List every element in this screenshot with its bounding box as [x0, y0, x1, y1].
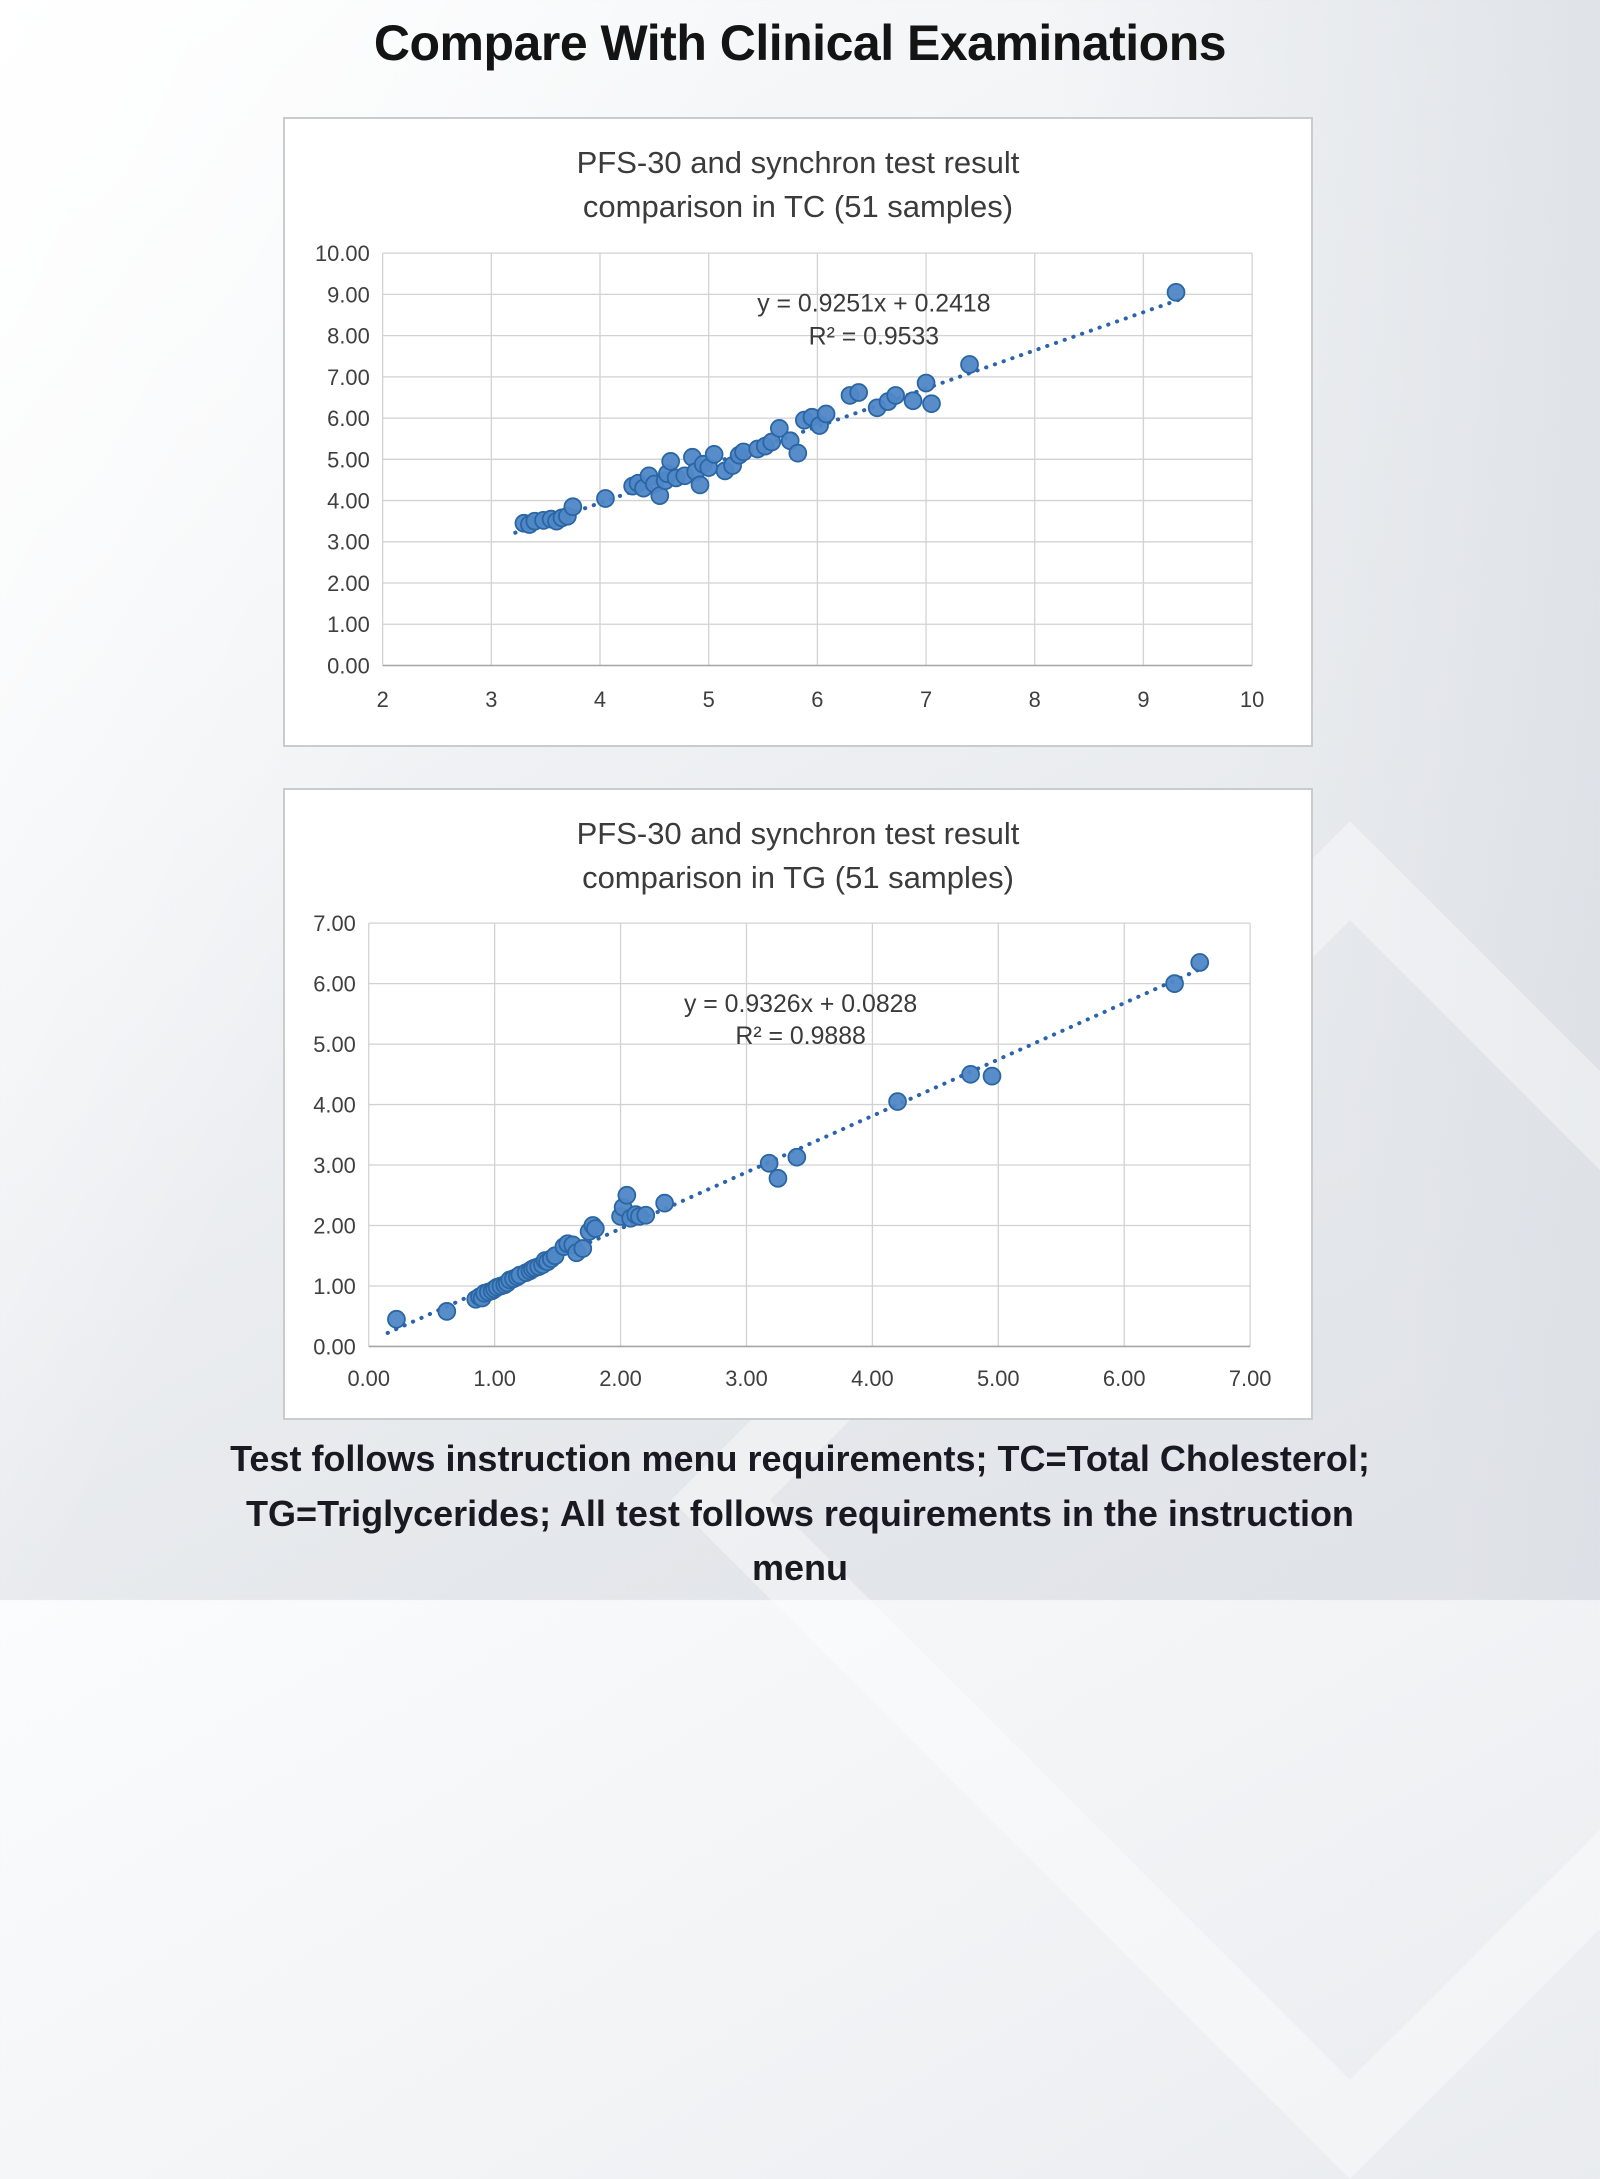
- svg-text:3: 3: [485, 687, 497, 712]
- svg-text:1.00: 1.00: [473, 1366, 516, 1391]
- page-title: Compare With Clinical Examinations: [373, 15, 1227, 71]
- svg-text:2: 2: [377, 687, 389, 712]
- tg-scatter-chart: 0.00 1.00 2.00 3.00 4.00 5.00 6.00 7.00 0.00 1.00…: [313, 911, 1272, 1391]
- svg-text:2.00: 2.00: [313, 1213, 356, 1238]
- svg-text:10.00: 10.00: [315, 241, 370, 266]
- svg-text:3.00: 3.00: [327, 530, 370, 555]
- svg-text:8: 8: [1029, 687, 1041, 712]
- svg-text:1.00: 1.00: [327, 612, 370, 637]
- svg-text:6: 6: [811, 687, 823, 712]
- svg-text:R² = 0.9888: R² = 0.9888: [735, 1023, 865, 1050]
- svg-text:5.00: 5.00: [327, 447, 370, 472]
- svg-text:6.00: 6.00: [313, 972, 356, 997]
- svg-text:y = 0.9326x + 0.0828: y = 0.9326x + 0.0828: [684, 991, 917, 1018]
- tc-chart-panel: PFS-30 and synchron test result comparis…: [283, 117, 1313, 747]
- svg-text:2.00: 2.00: [327, 571, 370, 596]
- tc-chart-title: PFS-30 and synchron test result comparis…: [576, 145, 1020, 225]
- svg-text:7.00: 7.00: [327, 365, 370, 390]
- svg-text:4.00: 4.00: [313, 1093, 356, 1118]
- svg-text:2.00: 2.00: [599, 1366, 642, 1391]
- tc-scatter-chart: 0.00 1.00 2.00 3.00 4.00 5.00 6.00 7.00 8.00 9.00…: [315, 241, 1264, 712]
- svg-text:4: 4: [594, 687, 606, 712]
- svg-text:1.00: 1.00: [313, 1274, 356, 1299]
- svg-text:3.00: 3.00: [725, 1366, 768, 1391]
- svg-text:7.00: 7.00: [1229, 1366, 1272, 1391]
- tg-chart-title: PFS-30 and synchron test result comparis…: [576, 816, 1020, 896]
- svg-text:7.00: 7.00: [313, 911, 356, 936]
- svg-text:y = 0.9251x + 0.2418: y = 0.9251x + 0.2418: [757, 291, 990, 318]
- svg-text:0.00: 0.00: [313, 1334, 356, 1359]
- svg-text:0.00: 0.00: [347, 1366, 390, 1391]
- tg-chart-panel: PFS-30 and synchron test result comparis…: [283, 788, 1313, 1420]
- svg-text:8.00: 8.00: [327, 324, 370, 349]
- svg-text:9.00: 9.00: [327, 282, 370, 307]
- svg-text:R² = 0.9533: R² = 0.9533: [809, 324, 939, 351]
- svg-text:3.00: 3.00: [313, 1153, 356, 1178]
- svg-text:7: 7: [920, 687, 932, 712]
- footnote: Test follows instruction menu requiremen…: [230, 1438, 1370, 1589]
- svg-text:5: 5: [703, 687, 715, 712]
- svg-text:0.00: 0.00: [327, 653, 370, 678]
- svg-text:4.00: 4.00: [327, 489, 370, 514]
- svg-text:6.00: 6.00: [327, 406, 370, 431]
- svg-text:6.00: 6.00: [1103, 1366, 1146, 1391]
- svg-text:5.00: 5.00: [313, 1032, 356, 1057]
- svg-text:9: 9: [1137, 687, 1149, 712]
- svg-text:4.00: 4.00: [851, 1366, 894, 1391]
- svg-text:5.00: 5.00: [977, 1366, 1020, 1391]
- svg-text:10: 10: [1240, 687, 1264, 712]
